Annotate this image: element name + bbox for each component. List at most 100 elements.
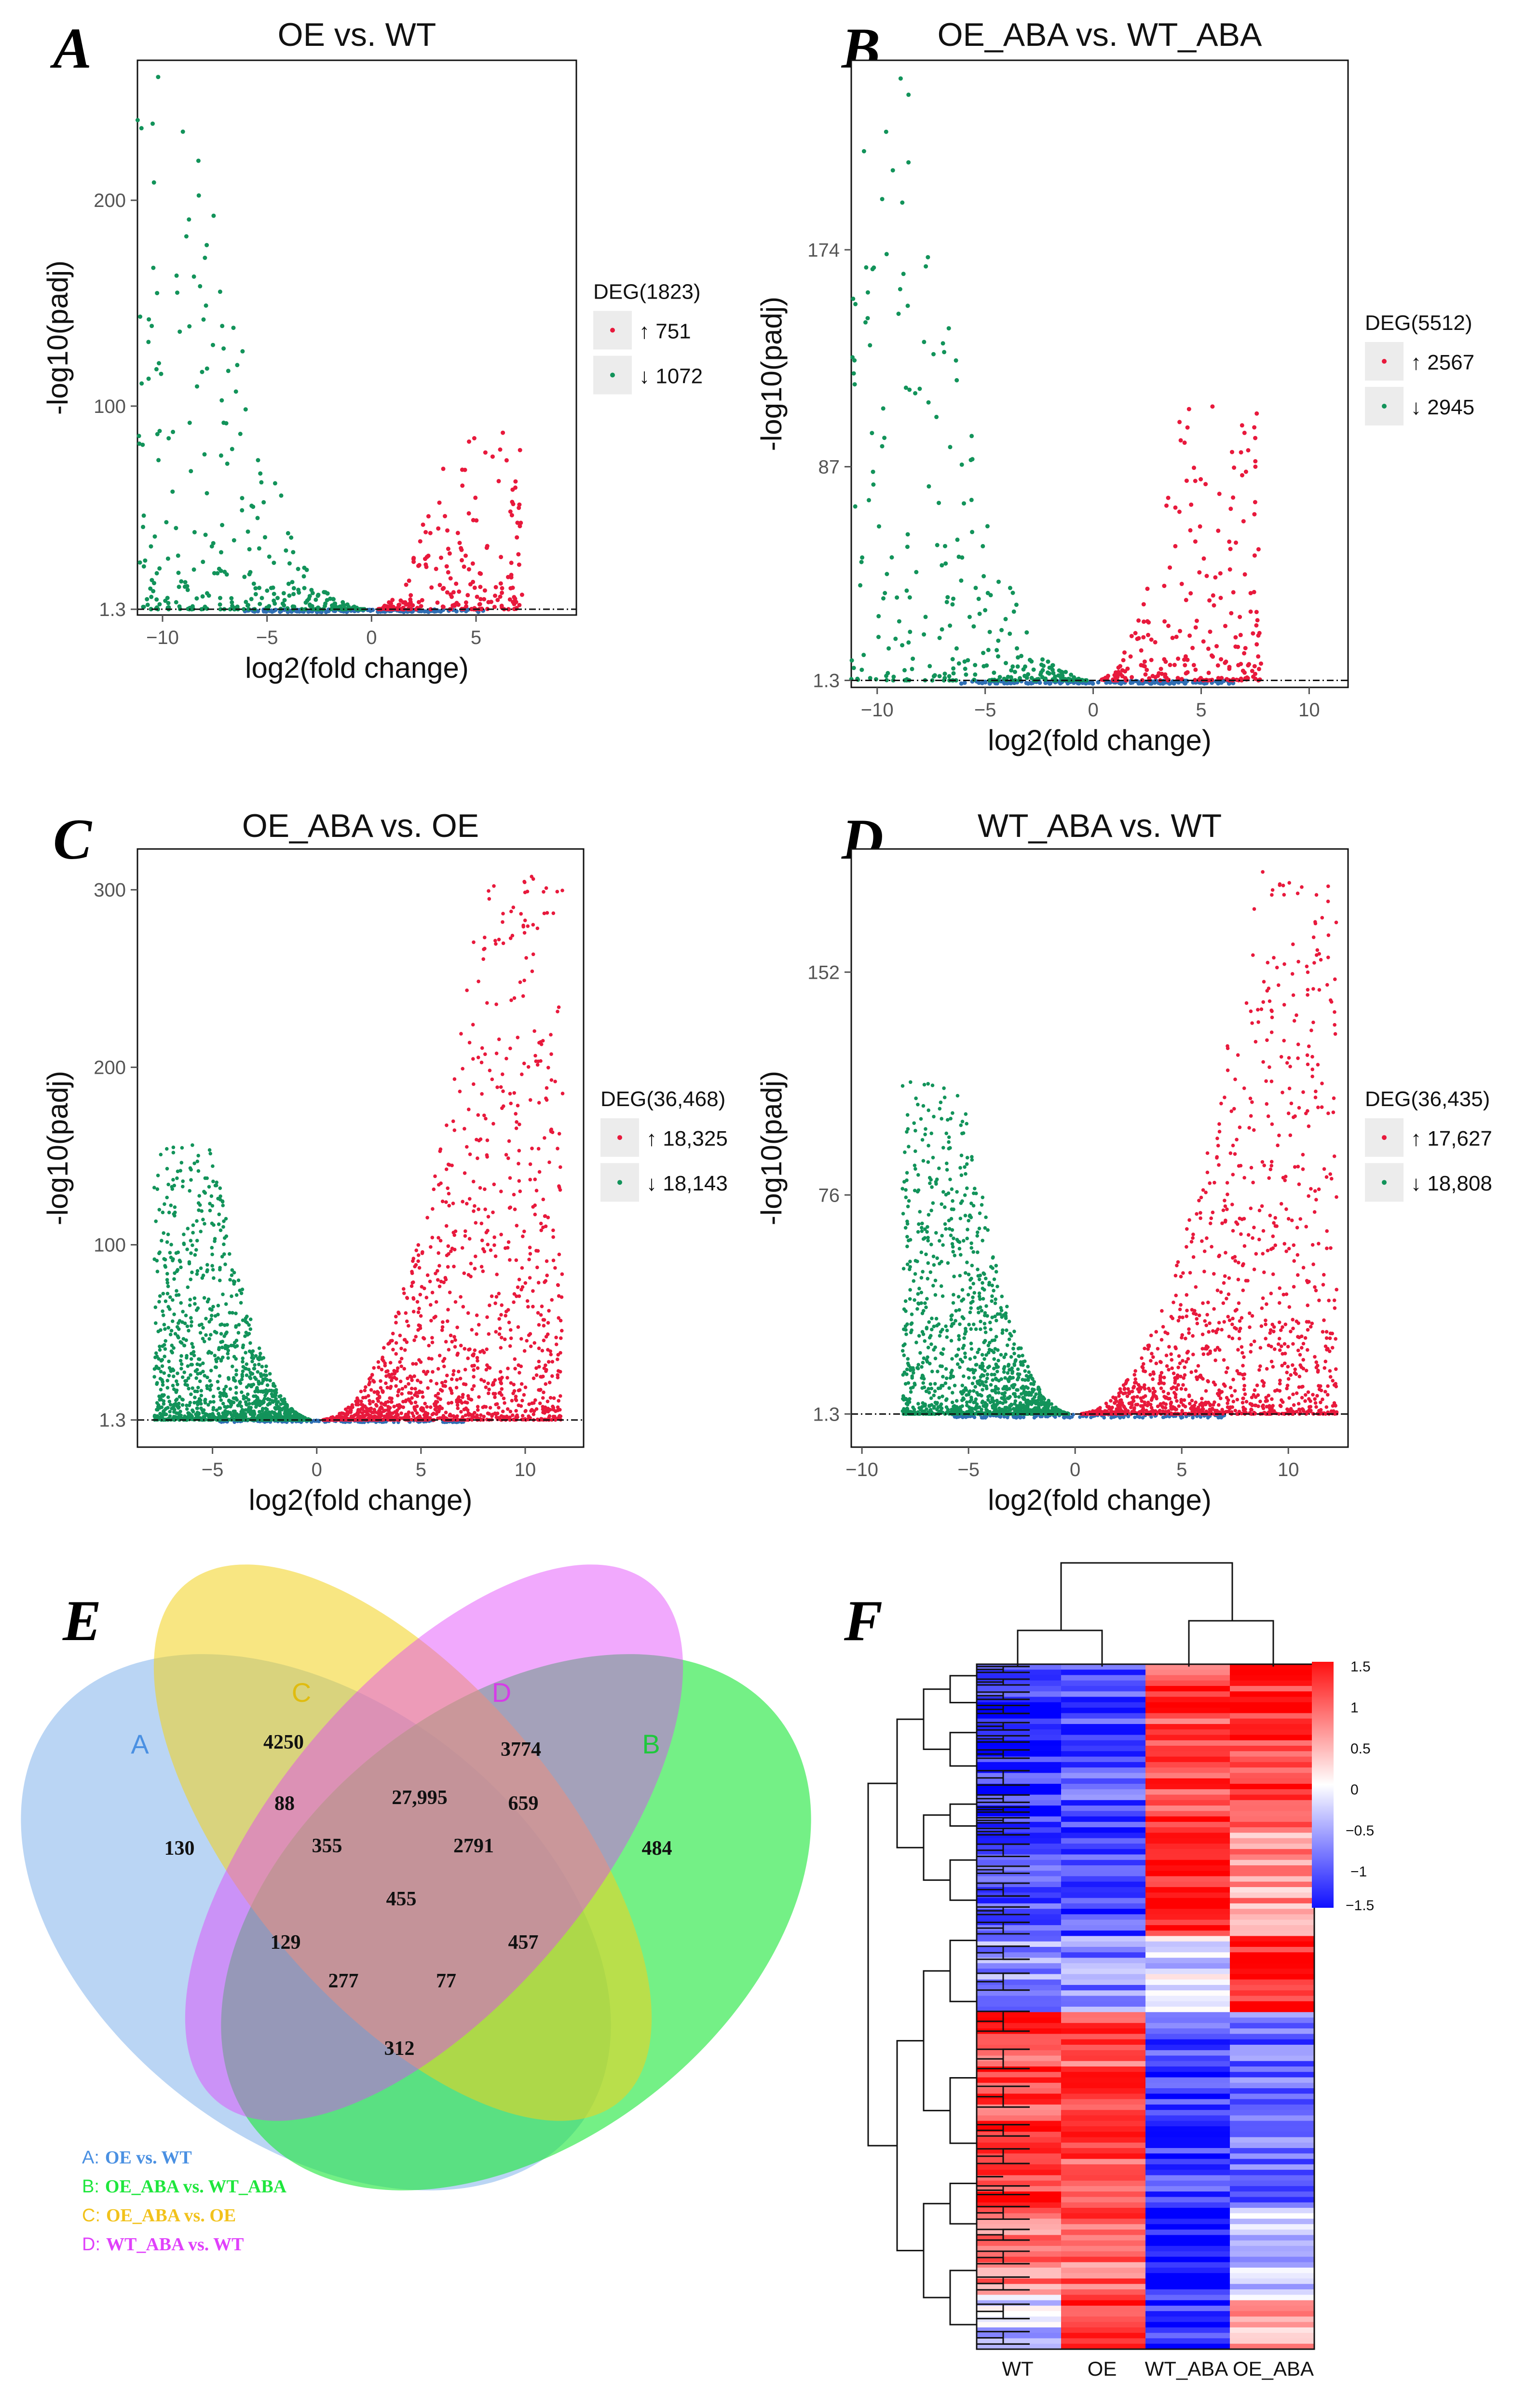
point-up — [446, 1308, 450, 1312]
point-down — [230, 1268, 234, 1272]
point-down — [257, 1346, 261, 1350]
point-up — [516, 1325, 520, 1329]
point-down — [168, 1403, 173, 1407]
point-ns — [1037, 681, 1042, 685]
point-up — [395, 1409, 399, 1412]
point-up — [1256, 547, 1261, 552]
point-down — [962, 501, 966, 506]
point-up — [512, 1389, 517, 1393]
point-up — [472, 1368, 476, 1372]
point-down — [160, 1239, 164, 1243]
point-down — [1014, 602, 1019, 607]
point-up — [447, 551, 452, 556]
point-down — [1027, 1370, 1031, 1374]
point-up — [521, 1234, 525, 1238]
point-up — [411, 556, 416, 561]
point-up — [528, 1177, 532, 1182]
point-down — [204, 366, 209, 371]
point-up — [480, 1046, 484, 1050]
point-down — [1009, 668, 1014, 673]
point-down — [200, 594, 205, 599]
point-down — [154, 367, 159, 371]
point-down — [244, 1319, 248, 1324]
point-down — [172, 1415, 176, 1420]
point-down — [191, 1350, 196, 1354]
point-down — [986, 647, 991, 652]
point-up — [1252, 553, 1257, 558]
point-down — [1012, 670, 1017, 674]
point-up — [514, 1397, 518, 1401]
point-down — [230, 1415, 234, 1420]
point-up — [415, 1411, 419, 1415]
plot-area-c — [136, 848, 585, 1448]
point-ns — [984, 1415, 988, 1419]
point-down — [987, 629, 992, 634]
point-up — [399, 1356, 404, 1361]
point-down — [181, 1398, 185, 1402]
point-down — [218, 1323, 222, 1327]
point-up — [547, 1381, 552, 1384]
point-down — [150, 578, 154, 583]
point-down — [139, 381, 144, 386]
point-down — [889, 555, 894, 560]
point-down — [174, 526, 178, 531]
point-down — [945, 595, 950, 600]
point-down — [331, 597, 336, 602]
point-down — [203, 533, 208, 537]
point-up — [470, 561, 475, 566]
point-up — [403, 1348, 407, 1352]
point-down — [913, 1149, 917, 1153]
point-down — [930, 1316, 934, 1320]
point-up — [466, 1273, 471, 1277]
point-down — [176, 1169, 180, 1174]
point-up — [482, 1113, 486, 1118]
point-down — [152, 1375, 156, 1379]
point-down — [897, 619, 901, 624]
point-down — [1010, 664, 1015, 669]
x-tick-label: 0 — [1088, 699, 1098, 721]
point-down — [1046, 659, 1050, 664]
point-down — [920, 1365, 924, 1369]
point-up — [335, 1415, 339, 1419]
point-down — [171, 1150, 176, 1155]
point-ns — [1176, 680, 1181, 685]
point-up — [460, 483, 465, 488]
point-up — [542, 1339, 546, 1342]
point-up — [555, 889, 559, 894]
point-down — [251, 1349, 255, 1353]
point-up — [446, 1244, 450, 1248]
point-up — [535, 1063, 540, 1067]
point-down — [189, 1277, 193, 1282]
point-up — [439, 555, 443, 560]
point-down — [172, 1374, 176, 1378]
point-down — [949, 1117, 953, 1121]
legend-dot-down — [1382, 404, 1387, 409]
point-down — [291, 550, 296, 555]
point-up — [436, 1396, 440, 1400]
point-down — [165, 1386, 170, 1390]
point-up — [462, 1382, 466, 1386]
point-up — [1193, 667, 1198, 672]
point-down — [252, 1367, 257, 1371]
point-down — [285, 1404, 289, 1408]
point-up — [472, 585, 477, 590]
point-down — [949, 1317, 954, 1322]
point-down — [221, 346, 226, 351]
point-up — [477, 1395, 481, 1399]
point-down — [972, 1400, 976, 1405]
point-ns — [1006, 1415, 1009, 1420]
point-down — [244, 600, 248, 604]
point-up — [493, 1301, 497, 1305]
point-down — [151, 589, 156, 593]
point-up — [455, 1326, 459, 1329]
point-ns — [1068, 1416, 1072, 1420]
point-down — [188, 1189, 192, 1193]
point-down — [954, 1319, 957, 1323]
point-up — [441, 586, 446, 590]
point-down — [268, 1372, 272, 1376]
point-up — [414, 1248, 418, 1252]
point-up — [443, 1380, 448, 1383]
point-down — [907, 595, 912, 600]
point-up — [541, 1396, 545, 1400]
point-down — [927, 1108, 930, 1112]
